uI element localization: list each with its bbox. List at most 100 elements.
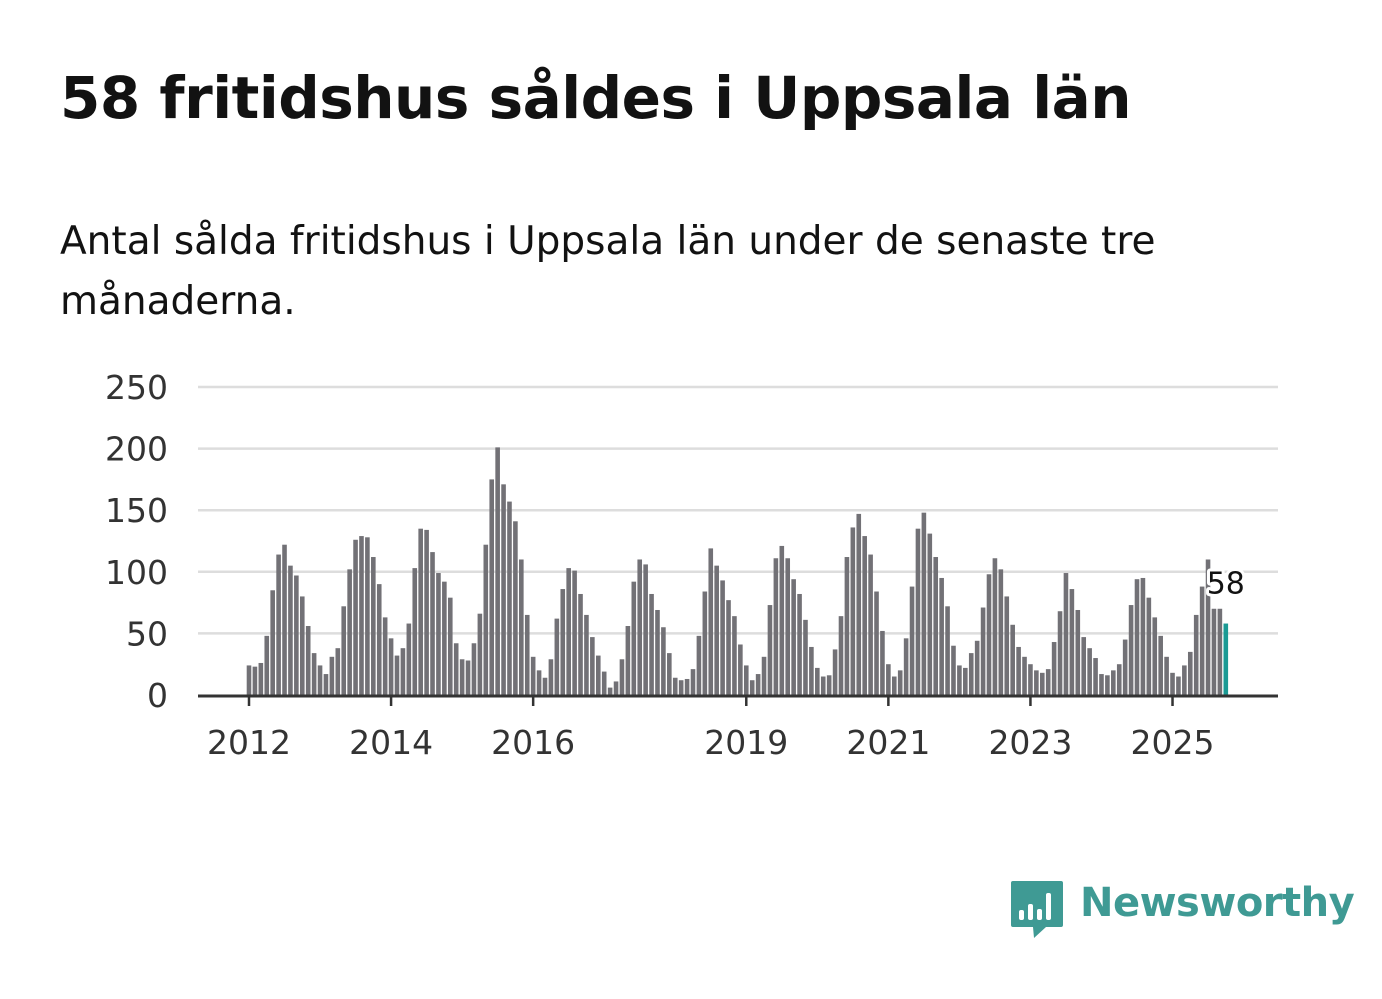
bar xyxy=(1111,670,1116,695)
bar xyxy=(945,606,950,695)
bar xyxy=(282,544,287,695)
bar xyxy=(1193,614,1199,695)
bar xyxy=(554,618,560,695)
bar xyxy=(826,675,832,695)
bar xyxy=(371,557,376,695)
bar xyxy=(519,559,524,695)
bar xyxy=(1051,642,1057,695)
bar xyxy=(394,655,400,695)
bar xyxy=(270,590,275,695)
bar xyxy=(1164,656,1169,695)
bar xyxy=(359,536,364,695)
bar xyxy=(968,653,974,695)
bar xyxy=(483,544,489,695)
bar xyxy=(524,614,530,695)
bar xyxy=(1075,609,1081,695)
bar xyxy=(1176,676,1181,695)
bar xyxy=(400,648,406,695)
bar xyxy=(601,671,607,695)
bar xyxy=(548,659,554,695)
bar xyxy=(1105,675,1110,695)
bar xyxy=(903,638,909,695)
bar xyxy=(1152,617,1158,695)
bar xyxy=(986,574,992,695)
bar xyxy=(862,536,867,695)
y-tick-label: 100 xyxy=(105,553,168,592)
bar xyxy=(927,533,933,695)
bar xyxy=(690,669,696,695)
x-tick-label: 2014 xyxy=(349,723,433,762)
bar xyxy=(501,484,506,695)
bar xyxy=(424,529,429,695)
bar xyxy=(418,528,423,695)
bar xyxy=(921,512,927,695)
bar xyxy=(933,557,939,695)
bar xyxy=(246,665,252,695)
bar xyxy=(868,554,873,695)
bar xyxy=(708,548,714,695)
bar xyxy=(459,659,465,695)
bar xyxy=(530,656,536,695)
bar xyxy=(957,665,962,695)
data-labels: 58 xyxy=(1204,564,1248,605)
bar xyxy=(1122,639,1128,695)
bar xyxy=(447,597,453,695)
bar xyxy=(406,623,412,695)
bar xyxy=(755,674,761,695)
bar xyxy=(1116,664,1122,695)
bar xyxy=(471,643,477,695)
bar xyxy=(684,678,690,695)
bar xyxy=(1205,559,1211,695)
bar xyxy=(785,558,791,695)
y-tick-label: 50 xyxy=(126,614,168,653)
bar xyxy=(477,613,483,695)
bar xyxy=(732,616,737,695)
bar xyxy=(649,593,654,695)
bar xyxy=(613,681,619,695)
bar xyxy=(294,575,299,695)
bar xyxy=(672,677,678,695)
bar xyxy=(1034,670,1039,695)
bar xyxy=(838,616,844,695)
bar xyxy=(1045,669,1051,695)
bar xyxy=(815,667,820,695)
bar xyxy=(998,569,1004,695)
bar xyxy=(536,670,542,695)
bar xyxy=(365,537,370,695)
bar xyxy=(323,674,329,695)
bar xyxy=(572,570,577,695)
bar xyxy=(252,666,258,695)
bar xyxy=(1039,672,1045,695)
bar xyxy=(566,568,571,695)
bar xyxy=(465,660,471,695)
bar xyxy=(258,662,264,695)
bar xyxy=(376,584,382,695)
x-tick-label: 2016 xyxy=(491,723,575,762)
bar xyxy=(495,447,500,695)
bar xyxy=(595,655,601,695)
gridlines xyxy=(198,385,1278,635)
latest-value-label: 58 xyxy=(1207,567,1245,602)
bar xyxy=(637,559,643,695)
bar xyxy=(1140,577,1146,695)
bar xyxy=(809,646,814,695)
bar xyxy=(1199,586,1205,695)
bar xyxy=(453,643,459,695)
y-tick-label: 250 xyxy=(105,368,168,407)
bar xyxy=(299,596,305,695)
chart-subtitle: Antal sålda fritidshus i Uppsala län und… xyxy=(60,219,1156,324)
bar xyxy=(720,580,725,695)
bar xyxy=(856,513,862,695)
bar xyxy=(1211,608,1217,695)
bar xyxy=(1128,605,1134,695)
bar xyxy=(702,591,708,695)
bar xyxy=(667,653,672,695)
bar xyxy=(963,667,968,695)
bar xyxy=(1010,624,1015,695)
bar xyxy=(347,569,352,695)
bar xyxy=(631,581,637,695)
bar xyxy=(1158,635,1163,695)
bar xyxy=(1187,651,1193,695)
bar xyxy=(874,591,879,695)
bar xyxy=(1028,664,1033,695)
